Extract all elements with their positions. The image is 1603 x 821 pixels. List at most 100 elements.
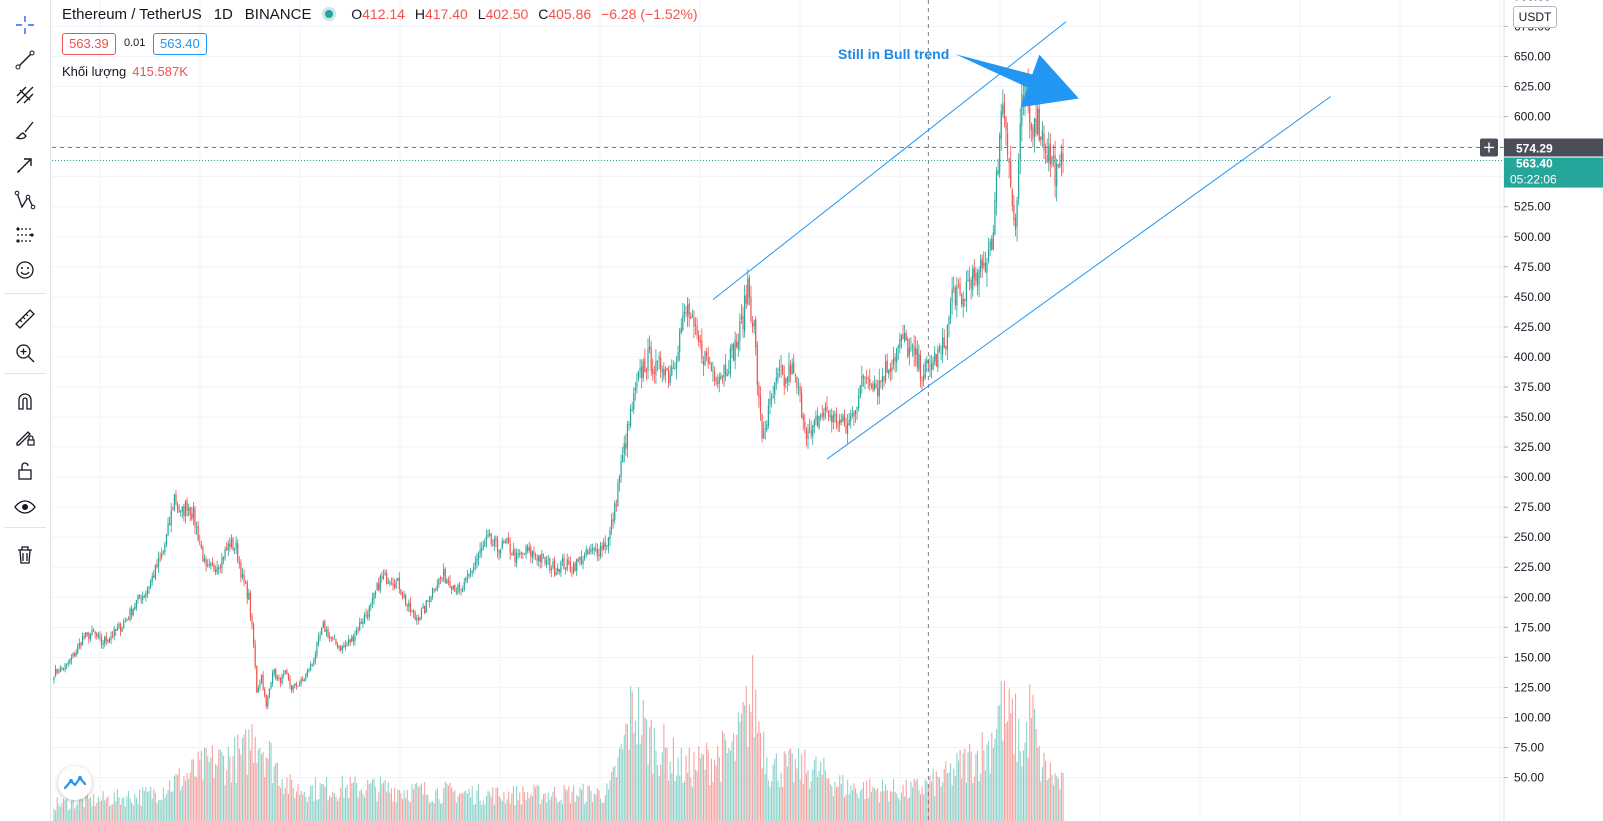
volume-bar — [530, 794, 532, 821]
price-tick-label: 525.00 — [1514, 200, 1551, 214]
volume-bar — [230, 782, 233, 821]
volume-bar — [276, 762, 278, 821]
volume-bar — [178, 768, 180, 821]
lock-drawings-tool[interactable] — [10, 422, 40, 452]
volume-bar — [801, 754, 803, 821]
candle-body — [788, 363, 790, 383]
volume-bar — [555, 797, 557, 821]
volume-bar — [116, 789, 118, 821]
arrow-tool[interactable] — [10, 150, 40, 180]
volume-bar — [546, 802, 548, 821]
currency-button[interactable]: USDT — [1513, 6, 1557, 28]
volume-bar — [387, 782, 389, 821]
volume-bar — [411, 784, 413, 821]
candle-body — [203, 557, 206, 562]
volume-bar — [752, 655, 754, 821]
volume-bar — [392, 801, 394, 821]
candle-body — [823, 412, 825, 418]
candle-body — [878, 380, 880, 397]
volume-bar — [931, 781, 933, 821]
volume-bar — [373, 778, 375, 821]
volume-bar — [862, 782, 865, 821]
candle-body — [319, 635, 321, 638]
candle-body — [693, 317, 695, 327]
volume-bar — [683, 781, 686, 821]
forecast-tool[interactable] — [10, 220, 40, 250]
eye-tool[interactable] — [10, 492, 40, 522]
volume-bar — [1003, 681, 1005, 821]
candle-body — [848, 420, 850, 426]
candle-body — [550, 568, 552, 571]
drawing-layer[interactable]: Still in Bull trend — [52, 0, 1603, 821]
volume-bar — [137, 803, 139, 821]
volume-bar — [603, 802, 605, 821]
volume-bar — [644, 717, 646, 821]
candle-body — [629, 409, 632, 426]
volume-bar — [809, 789, 811, 821]
candle-body — [1005, 117, 1007, 131]
candle-body — [685, 311, 687, 314]
unlock-tool[interactable] — [10, 456, 40, 486]
candle-body — [305, 674, 307, 679]
candle-body — [975, 272, 977, 281]
volume-bar — [891, 791, 893, 821]
volume-bar — [506, 799, 508, 821]
sell-price-button[interactable]: 563.39 — [62, 33, 116, 55]
candle-body — [208, 564, 210, 566]
crosshair-icon — [16, 16, 34, 34]
candle-body — [214, 569, 217, 573]
candle-body — [808, 428, 811, 430]
trend-line-tool[interactable] — [10, 45, 40, 75]
candle-body — [612, 519, 614, 522]
volume-bar — [441, 803, 443, 821]
trash-icon — [18, 546, 32, 564]
candle-body — [485, 536, 488, 541]
crosshair-tool[interactable] — [10, 10, 40, 40]
candle-body — [843, 414, 846, 426]
candle-body — [73, 653, 76, 657]
candle-body — [374, 591, 377, 595]
zoom-in-tool[interactable] — [10, 338, 40, 368]
price-tick-label: 375.00 — [1514, 380, 1551, 394]
interval-label[interactable]: 1D — [213, 6, 233, 23]
candle-body — [313, 660, 315, 664]
volume-bar — [976, 750, 979, 821]
candle-body — [728, 371, 730, 373]
candle-body — [352, 636, 354, 642]
buy-price-button[interactable]: 563.40 — [153, 33, 207, 55]
volume-bar — [129, 798, 131, 821]
brush-tool[interactable] — [10, 115, 40, 145]
magnet-tool[interactable] — [10, 386, 40, 416]
candle-body — [557, 567, 559, 572]
candle-body — [118, 624, 120, 627]
volume-bar — [302, 794, 304, 821]
volume-bar — [897, 797, 899, 821]
price-scale[interactable]: 50.00 75.00 100.00 125.00 150.00 175.00 200.00… — [1480, 0, 1603, 821]
candle-body — [1037, 108, 1039, 135]
volume-bar — [740, 713, 743, 821]
candle-body — [913, 346, 915, 356]
pitchfork-tool[interactable] — [10, 80, 40, 110]
volume-label[interactable]: Khối lượng — [62, 64, 127, 79]
volume-bar — [406, 789, 408, 821]
price-chart[interactable]: Still in Bull trend 50.00 75.00 100.00 125.… — [52, 0, 1603, 821]
emoji-tool[interactable] — [10, 255, 40, 285]
candle-body — [525, 546, 527, 556]
tradingview-logo-icon[interactable] — [58, 766, 92, 800]
bull-trend-arrow[interactable] — [955, 54, 1079, 108]
candle-body — [54, 668, 57, 677]
plus-icon[interactable] — [1480, 138, 1498, 157]
volume-bar — [848, 794, 850, 821]
trash-tool[interactable] — [10, 540, 40, 570]
candle-body — [300, 679, 302, 685]
candle-body — [769, 399, 771, 405]
trend-line[interactable] — [826, 96, 1331, 460]
pattern-tool[interactable] — [10, 185, 40, 215]
high-key: H — [414, 6, 425, 22]
candle-body — [701, 340, 703, 360]
symbol-name[interactable]: Ethereum / TetherUS — [62, 6, 202, 23]
volume-bar — [300, 790, 302, 821]
volume-bar — [362, 793, 364, 821]
ruler-tool[interactable] — [10, 304, 40, 334]
trend-line[interactable] — [712, 21, 1067, 301]
